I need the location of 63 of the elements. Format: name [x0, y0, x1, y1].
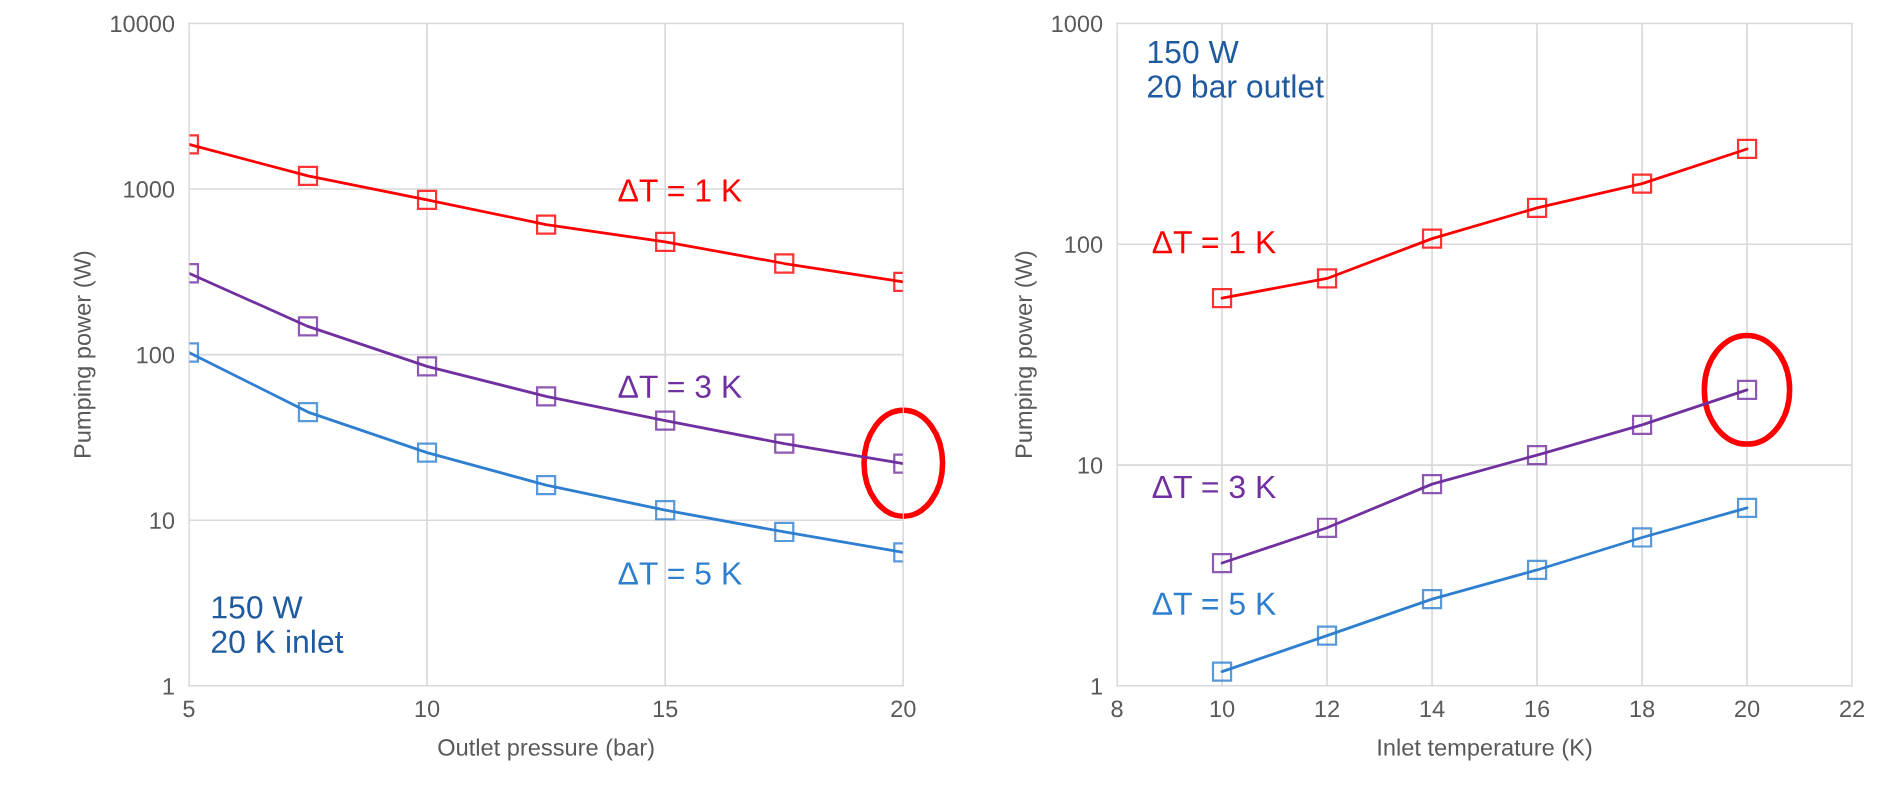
point: [535, 474, 557, 496]
point: [416, 442, 438, 463]
y-axis-title: Pumping power (W): [1014, 251, 1037, 458]
point: [1211, 287, 1233, 309]
y-tick-label: 1: [1091, 678, 1102, 695]
series-label: ΔT = 1 K: [1152, 231, 1276, 254]
point: [535, 214, 557, 235]
series-label: ΔT = 3 K: [1152, 475, 1276, 499]
x-tick-label: 14: [1420, 700, 1445, 717]
y-tick-label: 10000: [111, 15, 175, 33]
point: [1526, 197, 1548, 219]
y-tick-label: 10: [1078, 457, 1103, 474]
point: [416, 189, 438, 210]
point: [655, 500, 676, 521]
point: [297, 165, 319, 187]
point: [655, 410, 676, 431]
point: [535, 386, 557, 407]
point: [1316, 625, 1338, 646]
point: [1211, 661, 1233, 682]
point: [1736, 138, 1758, 160]
point: [1631, 527, 1653, 548]
series-label: ΔT = 5 K: [618, 562, 742, 585]
point: [297, 401, 319, 423]
point: [1526, 444, 1548, 466]
annotation: 150 W 20 bar outlet: [1148, 40, 1324, 98]
y-tick-label: 1: [163, 678, 174, 695]
y-tick-label: 100: [1065, 236, 1103, 254]
x-tick-label: 20: [891, 700, 916, 718]
y-tick-label: 1000: [124, 181, 175, 198]
point: [1631, 414, 1653, 436]
x-axis-title: Inlet temperature (K): [1378, 738, 1592, 761]
y-tick-label: 100: [137, 346, 175, 364]
point: [416, 356, 438, 377]
y-axis-title: Pumping power (W): [73, 251, 96, 458]
series-label: ΔT = 3 K: [618, 375, 742, 398]
x-tick-label: 22: [1840, 700, 1865, 717]
point: [1316, 268, 1338, 289]
point: [1211, 552, 1233, 574]
point: [655, 231, 676, 252]
point: [1736, 497, 1758, 518]
x-tick-label: 10: [415, 700, 440, 718]
x-tick-label: 8: [1111, 700, 1123, 718]
x-tick-label: 15: [653, 700, 678, 718]
series-label: ΔT = 1 K: [618, 179, 742, 202]
point: [1316, 517, 1338, 538]
y-tick-label: 10: [150, 512, 175, 530]
y-tick-label: 1000: [1052, 15, 1103, 33]
point: [1736, 379, 1758, 401]
x-tick-label: 12: [1315, 700, 1339, 717]
point: [1421, 473, 1443, 495]
point: [297, 316, 319, 337]
series-label: ΔT = 5 K: [1152, 592, 1276, 616]
x-tick-label: 18: [1630, 700, 1655, 718]
point: [1421, 228, 1443, 249]
x-tick-label: 16: [1525, 700, 1550, 718]
x-axis-title: Outlet pressure (bar): [438, 738, 654, 761]
x-tick-label: 20: [1735, 700, 1760, 718]
point: [1421, 589, 1443, 610]
point: [1631, 173, 1653, 194]
x-tick-label: 10: [1210, 700, 1235, 718]
x-tick-label: 5: [183, 700, 195, 718]
annotation: 150 W 20 K inlet: [211, 596, 344, 654]
point: [1526, 559, 1548, 581]
